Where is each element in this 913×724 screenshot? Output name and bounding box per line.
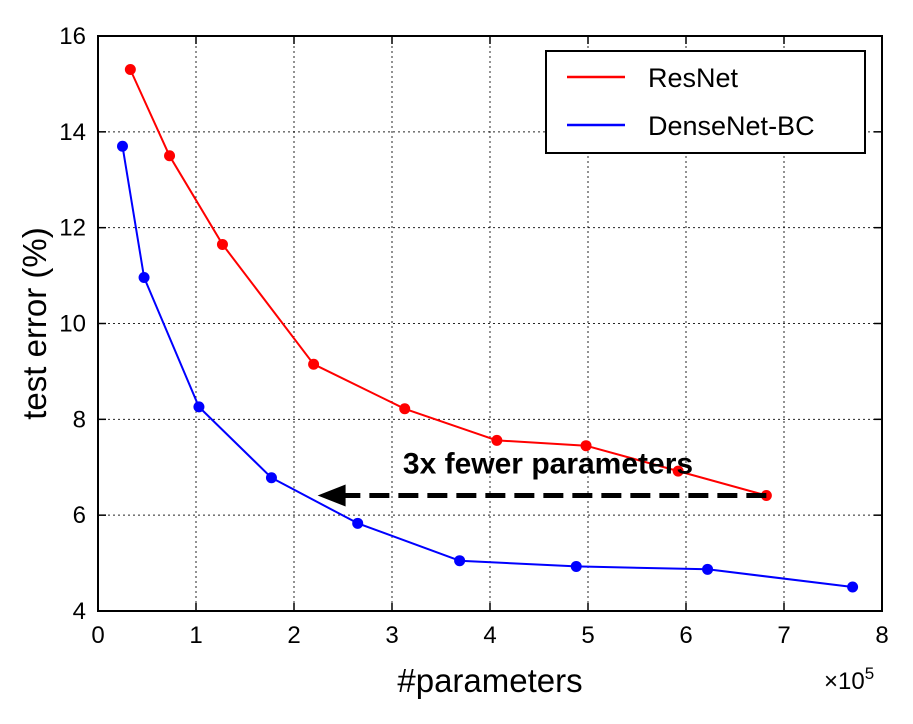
- data-point: [570, 560, 582, 572]
- legend-box: [545, 50, 866, 154]
- y-tick-label: 16: [59, 23, 86, 50]
- data-point: [164, 150, 176, 162]
- x-tick-label: 6: [679, 622, 692, 649]
- series-line-1: [121, 146, 853, 588]
- data-point: [138, 272, 150, 283]
- data-point: [491, 434, 503, 446]
- data-point: [193, 401, 205, 413]
- data-point: [702, 563, 714, 575]
- annotation: 3x fewer parameters: [317, 448, 767, 507]
- data-point: [216, 238, 228, 250]
- x-axis-title: #parameters: [397, 662, 582, 699]
- data-point: [847, 581, 859, 593]
- data-point: [454, 555, 466, 567]
- data-point: [308, 358, 320, 370]
- x-tick-label: 3: [385, 622, 398, 649]
- x-axis-multiplier-base: ×10: [824, 668, 865, 695]
- x-axis-multiplier: ×105: [824, 664, 874, 695]
- x-axis-multiplier-exponent: 5: [865, 664, 874, 683]
- y-tick-label: 8: [73, 406, 86, 433]
- annotation-text: 3x fewer parameters: [403, 448, 693, 481]
- x-tick-label: 1: [189, 622, 202, 649]
- data-point: [352, 517, 364, 529]
- data-point: [117, 140, 128, 152]
- x-tick-label: 0: [91, 622, 104, 649]
- x-tick-label: 4: [483, 622, 496, 649]
- y-axis-title: test error (%): [16, 227, 53, 420]
- data-point: [672, 465, 684, 477]
- data-point: [399, 403, 411, 415]
- y-tick-label: 10: [59, 311, 86, 338]
- x-tick-label: 7: [777, 622, 790, 649]
- legend: ResNet DenseNet-BC: [545, 50, 866, 154]
- legend-label: DenseNet-BC: [648, 111, 815, 141]
- data-point: [124, 64, 136, 76]
- y-tick-label: 4: [73, 598, 86, 625]
- data-point: [580, 440, 592, 452]
- data-series: [117, 64, 859, 593]
- data-point: [265, 472, 277, 484]
- x-tick-label: 5: [581, 622, 594, 649]
- y-tick-label: 14: [59, 119, 86, 146]
- legend-label: ResNet: [648, 63, 739, 93]
- y-tick-label: 6: [73, 502, 86, 529]
- legend-items: ResNet DenseNet-BC: [567, 63, 815, 141]
- x-tick-label: 2: [287, 622, 300, 649]
- y-tick-label: 12: [59, 215, 86, 242]
- annotation-arrow-head: [317, 484, 346, 507]
- x-tick-label: 8: [875, 622, 888, 649]
